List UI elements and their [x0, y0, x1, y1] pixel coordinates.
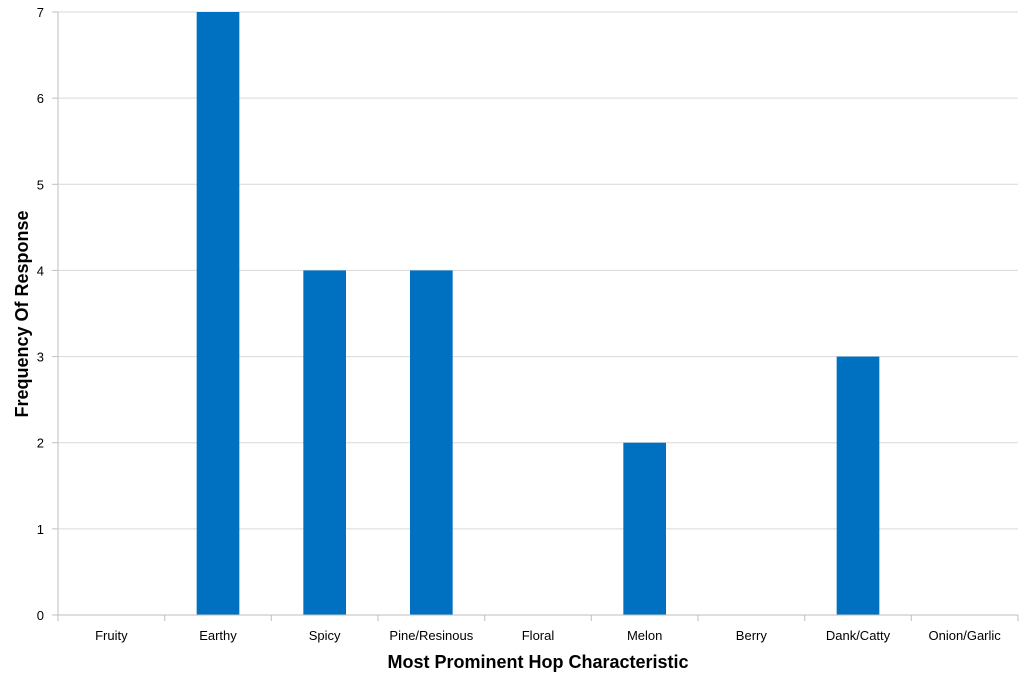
bars [196, 12, 880, 615]
y-tick-label: 6 [37, 91, 44, 106]
x-tick-label: Melon [627, 628, 662, 643]
x-tick-label: Fruity [95, 628, 128, 643]
y-tick-label: 7 [37, 5, 44, 20]
y-tick-label: 3 [37, 350, 44, 365]
x-tick-labels: Fruity Earthy Spicy Pine/Resinous Floral Melo… [57, 615, 1019, 643]
y-axis-title: Frequency Of Response [12, 210, 32, 417]
x-tick-label: Pine/Resinous [389, 628, 473, 643]
x-tick-label: Onion/Garlic [929, 628, 1002, 643]
bar [196, 12, 240, 615]
x-tick-label: Berry [736, 628, 768, 643]
x-axis-title: Most Prominent Hop Characteristic [387, 652, 688, 672]
bar [410, 270, 453, 615]
x-tick-label: Earthy [199, 628, 237, 643]
bar [623, 442, 666, 615]
y-tick-labels: 0 1 2 3 4 5 6 7 [37, 5, 58, 623]
y-tick-label: 1 [37, 522, 44, 537]
bar [836, 356, 880, 615]
axes [57, 12, 1018, 616]
x-tick-label: Dank/Catty [826, 628, 891, 643]
y-tick-label: 0 [37, 608, 44, 623]
x-tick-label: Floral [522, 628, 555, 643]
y-tick-label: 2 [37, 436, 44, 451]
bar [303, 270, 346, 615]
x-tick-label: Spicy [309, 628, 341, 643]
y-tick-label: 5 [37, 177, 44, 192]
y-tick-label: 4 [37, 263, 44, 278]
